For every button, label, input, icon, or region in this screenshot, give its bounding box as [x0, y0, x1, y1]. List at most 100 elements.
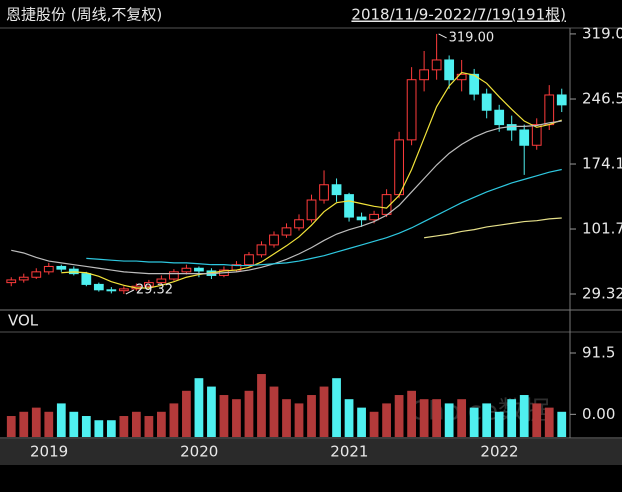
volume-bar: [257, 374, 266, 437]
volume-bar: [419, 399, 429, 437]
volume-bar: [332, 378, 341, 437]
time-axis-strip: [0, 439, 622, 465]
candle-body: [18, 276, 29, 281]
volume-bar: [106, 420, 116, 437]
y-tick-label: 174.1: [582, 155, 622, 173]
y-tick-label: 0.00: [582, 405, 615, 423]
candle-body: [169, 271, 179, 280]
volume-bar: [382, 403, 391, 437]
volume-bar: [69, 411, 79, 437]
moving-average-line: [424, 217, 562, 239]
volume-bar: [119, 416, 129, 437]
candle-body: [481, 93, 492, 111]
candle-body: [369, 213, 379, 221]
volume-bar: [194, 378, 204, 437]
watermark: Choice数据: [410, 397, 550, 427]
volume-bar: [482, 403, 492, 437]
candle-body: [294, 219, 304, 229]
volume-bar: [81, 416, 91, 437]
extreme-label: 319.00: [449, 30, 495, 45]
volume-bar: [444, 403, 454, 437]
volume-bar: [219, 395, 229, 437]
volume-bar: [144, 416, 154, 437]
chart-title: 恩捷股份 (周线,不复权): [6, 6, 162, 24]
y-tick-label: 101.7: [582, 220, 622, 238]
candle-body: [31, 271, 42, 278]
x-tick-label: 2019: [30, 443, 68, 461]
candle-body: [431, 59, 442, 71]
volume-bar: [319, 386, 329, 437]
volume-title: VOL: [8, 312, 39, 330]
volume-bar: [44, 411, 54, 437]
y-tick-label: 29.32: [582, 285, 622, 303]
volume-bar: [344, 399, 354, 437]
candle-body: [406, 79, 417, 141]
volume-bar: [507, 399, 517, 437]
x-tick-label: 2020: [180, 443, 218, 461]
volume-bar: [369, 411, 379, 437]
extreme-pointer: [125, 289, 135, 295]
volume-bar: [157, 411, 166, 437]
volume-bar: [182, 390, 191, 437]
candle-body: [319, 184, 329, 201]
volume-bar: [56, 403, 66, 437]
volume-bar: [282, 399, 291, 437]
volume-bar: [207, 386, 216, 437]
candle-body: [118, 288, 129, 292]
extreme-pointer: [438, 33, 447, 39]
volume-bar: [19, 411, 29, 437]
candle-body: [494, 109, 505, 126]
candle-body: [56, 265, 67, 270]
candle-body: [244, 254, 254, 266]
y-tick-label: 91.5: [582, 343, 615, 361]
volume-bar: [307, 395, 316, 437]
x-tick-label: 2021: [330, 443, 368, 461]
volume-bar: [6, 416, 16, 437]
volume-bar: [432, 399, 442, 437]
volume-bar: [557, 411, 567, 437]
candle-body: [81, 273, 92, 285]
candle-body: [356, 216, 367, 221]
candle-body: [93, 283, 104, 291]
candle-body: [143, 282, 154, 287]
candle-body: [531, 124, 542, 146]
volume-bar: [31, 407, 41, 437]
candle-body: [156, 278, 167, 284]
candle-body: [419, 69, 430, 81]
extreme-label: 29.32: [136, 283, 173, 298]
candle-body: [556, 94, 567, 106]
volume-bar: [494, 411, 504, 437]
candle-body: [281, 227, 292, 236]
volume-bar: [544, 407, 554, 437]
candle-body: [331, 184, 342, 196]
y-tick-label: 319.0: [582, 24, 622, 42]
date-range[interactable]: 2018/11/9-2022/7/19(191根): [351, 6, 566, 24]
x-tick-label: 2022: [480, 443, 518, 461]
volume-bar: [232, 399, 241, 437]
volume-bar: [244, 390, 254, 437]
volume-bar: [469, 407, 479, 437]
volume-bar: [407, 390, 416, 437]
moving-average-line: [11, 120, 562, 275]
candle-body: [181, 267, 192, 273]
volume-bar: [457, 399, 467, 437]
volume-bar: [294, 403, 304, 437]
volume-bar: [532, 403, 542, 437]
candle-body: [469, 73, 480, 95]
volume-bar: [169, 403, 179, 437]
y-tick-label: 246.5: [582, 90, 622, 108]
candle-body: [344, 194, 354, 218]
candle-body: [43, 265, 54, 273]
candle-body: [269, 234, 279, 246]
volume-bar: [357, 407, 366, 437]
volume-bar: [131, 411, 141, 437]
volume-bar: [269, 386, 279, 437]
volume-bar: [94, 420, 104, 437]
candle-body: [106, 289, 117, 292]
moving-average-line: [86, 168, 562, 267]
volume-bar: [394, 395, 404, 437]
candle-body: [544, 94, 555, 126]
moving-average-line: [61, 71, 562, 289]
candle-body: [394, 139, 404, 196]
